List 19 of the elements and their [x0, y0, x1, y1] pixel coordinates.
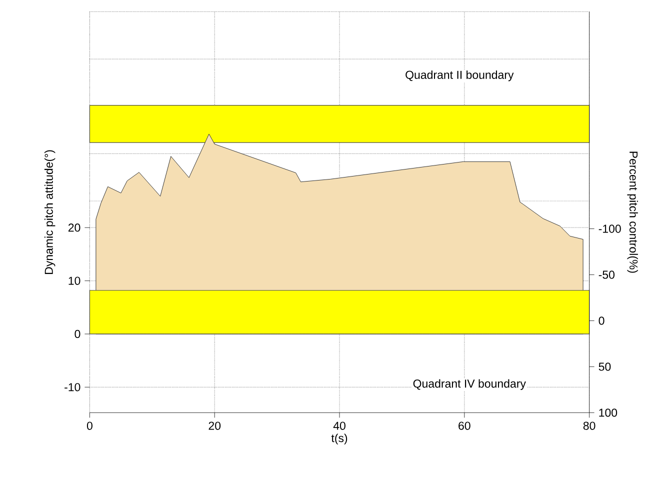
x-tick-label: 0 [86, 422, 92, 430]
y2-axis-title: Percent pitch control(%) [627, 152, 638, 273]
y-axis-title: Dynamic pitch attitude(°) [44, 150, 56, 274]
y2-tick-label: -50 [598, 270, 615, 279]
y2-tick-label: 50 [598, 362, 611, 371]
x-tick-label: 20 [208, 422, 221, 430]
y-tick-label: 10 [68, 276, 80, 285]
x-tick-label: 60 [458, 422, 470, 430]
y-tick-label: -10 [64, 383, 80, 392]
y2-tick-label: 100 [599, 408, 618, 417]
y-tick-label: 20 [68, 224, 80, 232]
annotation: Quadrant IV boundary [413, 379, 526, 390]
x-axis-title: t(s) [331, 434, 348, 444]
y2-tick-label: -100 [598, 224, 621, 233]
y-tick-label: 0 [74, 330, 80, 338]
y2-tick-label: 0 [598, 316, 604, 325]
x-tick-label: 40 [333, 422, 346, 430]
x-tick-label: 80 [583, 422, 596, 430]
annotation: Quadrant II boundary [406, 70, 514, 82]
